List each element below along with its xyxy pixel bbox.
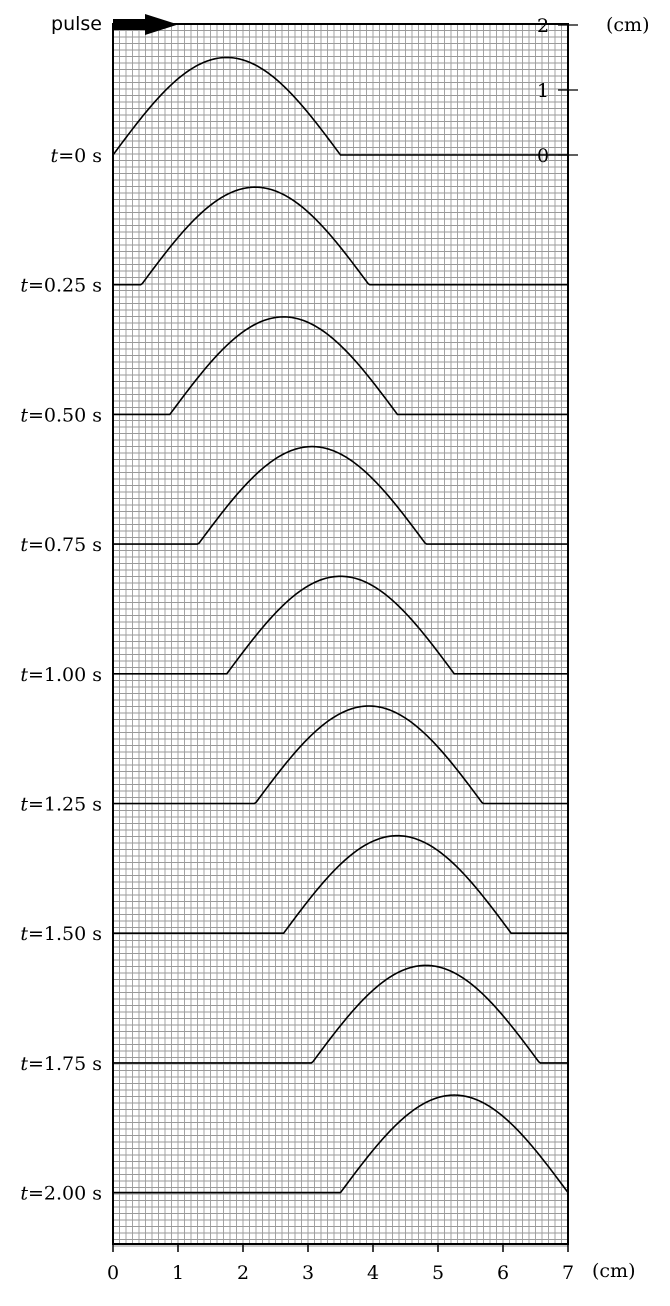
time-label: t=2.00 s [20, 1183, 102, 1205]
time-variable: t [20, 1053, 28, 1075]
direction-arrow-icon [113, 14, 178, 35]
time-value: =1.00 s [28, 664, 102, 686]
pulse-curve [113, 964, 568, 1064]
time-value: =2.00 s [28, 1183, 102, 1205]
pulse-curve [113, 316, 568, 416]
time-variable: t [20, 275, 28, 297]
x-tick-label: 1 [172, 1262, 184, 1284]
pulse-curve [113, 575, 568, 675]
x-tick-label: 6 [497, 1262, 509, 1284]
pulse-label: pulse [51, 13, 102, 35]
x-tick-label: 0 [107, 1262, 119, 1284]
amplitude-tick-label: 2 [537, 15, 549, 37]
y-unit-label: (cm) [606, 14, 649, 36]
time-variable: t [20, 664, 28, 686]
pulse-curve [113, 834, 568, 934]
x-tick-label: 2 [237, 1262, 249, 1284]
pulse-curve [113, 445, 568, 545]
time-variable: t [20, 923, 28, 945]
x-tick-label: 7 [562, 1262, 574, 1284]
amplitude-tick-label: 0 [537, 145, 549, 167]
time-value: =1.50 s [28, 923, 102, 945]
time-label: t=1.50 s [20, 923, 102, 945]
snapshot-labels: t=0 st=0.25 st=0.50 st=0.75 st=1.00 st=1… [20, 145, 102, 1205]
time-label: t=0.50 s [20, 404, 102, 426]
time-value: =1.25 s [28, 794, 102, 816]
time-label: t=0.25 s [20, 275, 102, 297]
amplitude-tick-label: 1 [537, 80, 549, 102]
time-value: =0.25 s [28, 275, 102, 297]
pulse-curve [113, 1094, 569, 1194]
time-value: =0.75 s [28, 534, 102, 556]
pulse-curves [112, 56, 569, 1194]
time-label: t=0.75 s [20, 534, 102, 556]
pulse-curve [113, 705, 568, 805]
time-label: t=0 s [51, 145, 102, 167]
time-variable: t [20, 794, 28, 816]
x-axis-labels: 0 1 2 3 4 5 6 7 [107, 1244, 574, 1284]
time-value: =1.75 s [28, 1053, 102, 1075]
time-label: t=1.75 s [20, 1053, 102, 1075]
time-label: t=1.00 s [20, 664, 102, 686]
time-label: t=1.25 s [20, 794, 102, 816]
time-variable: t [20, 404, 28, 426]
grid [112, 23, 569, 1247]
time-variable: t [20, 534, 28, 556]
time-variable: t [51, 145, 59, 167]
amplitude-scale: 0 1 2 [537, 15, 578, 167]
time-value: =0.50 s [28, 404, 102, 426]
x-tick-label: 3 [302, 1262, 314, 1284]
pulse-curve [112, 56, 568, 156]
x-tick-label: 4 [367, 1262, 379, 1284]
x-unit-label: (cm) [592, 1260, 635, 1282]
time-variable: t [20, 1183, 28, 1205]
plot-frame [112, 23, 569, 1245]
time-value: =0 s [58, 145, 102, 167]
pulse-curve [113, 186, 568, 286]
x-tick-label: 5 [432, 1262, 444, 1284]
